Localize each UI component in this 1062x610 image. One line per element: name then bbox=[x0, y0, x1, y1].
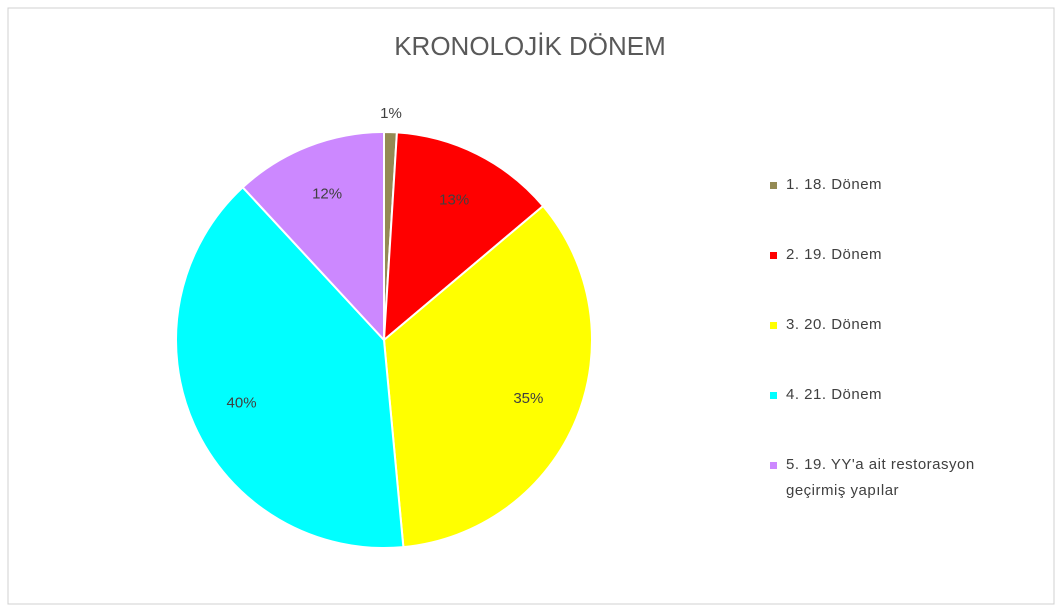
legend-swatch bbox=[770, 392, 777, 399]
legend-label: 2. 19. Dönem bbox=[786, 246, 883, 263]
data-label: 40% bbox=[227, 395, 257, 412]
legend-item: 3. 20. Dönem bbox=[770, 312, 1030, 382]
chart-title: KRONOLOJİK DÖNEM bbox=[394, 31, 666, 61]
legend-item: 2. 19. Dönem bbox=[770, 242, 1030, 312]
legend-swatch bbox=[770, 462, 777, 469]
legend-item: 4. 21. Dönem bbox=[770, 382, 1030, 452]
legend-label: 3. 20. Dönem bbox=[786, 316, 883, 333]
data-label: 13% bbox=[439, 192, 469, 209]
legend-swatch bbox=[770, 182, 777, 189]
legend-item: 5. 19. YY'a ait restorasyon geçirmiş yap… bbox=[770, 452, 1030, 522]
legend-label: 4. 21. Dönem bbox=[786, 386, 883, 403]
pie-slice bbox=[382, 131, 545, 343]
pie-slice bbox=[382, 204, 593, 549]
pie-slice bbox=[175, 185, 405, 549]
pie-slice bbox=[241, 130, 385, 343]
legend-label: 1. 18. Dönem bbox=[786, 176, 883, 193]
legend-swatch bbox=[770, 322, 777, 329]
legend-item: 1. 18. Dönem bbox=[770, 172, 1030, 242]
data-label: 35% bbox=[513, 390, 543, 407]
legend-label: 5. 19. YY'a ait restorasyon geçirmiş yap… bbox=[786, 456, 975, 499]
data-label: 12% bbox=[312, 186, 342, 203]
legend-swatch bbox=[770, 252, 777, 259]
legend: 1. 18. Dönem 2. 19. Dönem 3. 20. Dönem 4. 2… bbox=[770, 172, 1030, 522]
data-label: 1% bbox=[380, 105, 402, 122]
